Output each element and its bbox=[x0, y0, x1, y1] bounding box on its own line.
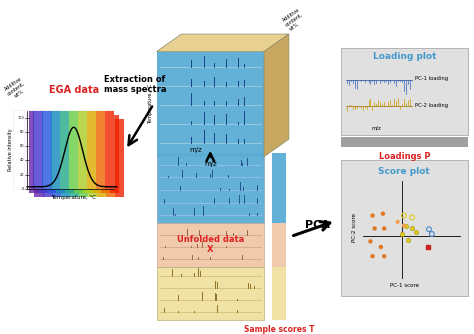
Bar bbox=[47, 115, 56, 193]
Bar bbox=[88, 119, 97, 196]
Point bbox=[381, 254, 388, 259]
Point bbox=[413, 229, 420, 235]
Bar bbox=[61, 119, 71, 196]
Bar bbox=[156, 223, 264, 267]
Bar bbox=[83, 115, 92, 193]
Text: Temperature, °C: Temperature, °C bbox=[147, 84, 153, 124]
Bar bbox=[106, 119, 115, 196]
Text: 0: 0 bbox=[22, 187, 24, 191]
Bar bbox=[38, 115, 47, 193]
Point bbox=[369, 213, 376, 218]
Point bbox=[381, 226, 388, 231]
Text: 20: 20 bbox=[19, 173, 24, 177]
Bar bbox=[341, 137, 468, 147]
Bar bbox=[78, 111, 87, 189]
Bar bbox=[96, 111, 105, 189]
Text: PC-1 loading: PC-1 loading bbox=[415, 76, 448, 81]
Text: Additive
content,
wt%: Additive content, wt% bbox=[3, 76, 29, 101]
Point bbox=[400, 223, 408, 228]
Bar bbox=[115, 119, 124, 196]
Point bbox=[369, 254, 376, 259]
Point bbox=[400, 213, 408, 218]
Point bbox=[409, 225, 416, 230]
Text: Extraction of
mass spectra: Extraction of mass spectra bbox=[104, 75, 166, 95]
Point bbox=[402, 223, 410, 228]
Bar bbox=[105, 111, 114, 189]
Bar bbox=[101, 115, 110, 193]
Bar bbox=[272, 153, 286, 223]
Polygon shape bbox=[156, 34, 289, 51]
Bar bbox=[272, 267, 286, 320]
Text: m/z: m/z bbox=[372, 125, 382, 130]
Text: Sample scores T: Sample scores T bbox=[244, 325, 314, 334]
Text: PCA: PCA bbox=[305, 220, 330, 230]
Text: PC-2 loading: PC-2 loading bbox=[415, 103, 448, 108]
Bar bbox=[24, 111, 34, 189]
Bar bbox=[156, 153, 264, 223]
Bar bbox=[272, 223, 286, 267]
Bar bbox=[79, 119, 88, 196]
Point bbox=[398, 231, 406, 237]
Text: 40: 40 bbox=[19, 158, 24, 162]
Text: Temperature, °C: Temperature, °C bbox=[51, 195, 96, 200]
Text: m/z: m/z bbox=[189, 147, 202, 153]
Polygon shape bbox=[264, 34, 289, 157]
Text: 80: 80 bbox=[19, 130, 24, 134]
Text: PC-2 score: PC-2 score bbox=[352, 213, 357, 242]
Point bbox=[425, 226, 433, 232]
Point bbox=[424, 244, 431, 249]
Bar bbox=[34, 119, 44, 196]
Point bbox=[371, 226, 378, 231]
Point bbox=[409, 215, 416, 220]
Text: 60: 60 bbox=[19, 144, 24, 148]
Text: 100: 100 bbox=[18, 116, 24, 120]
Bar bbox=[341, 160, 468, 296]
Bar bbox=[52, 119, 62, 196]
Bar bbox=[14, 111, 29, 189]
Bar bbox=[14, 111, 114, 189]
Bar bbox=[65, 115, 74, 193]
Bar bbox=[74, 115, 83, 193]
Point bbox=[379, 211, 387, 216]
Bar bbox=[92, 115, 101, 193]
Bar bbox=[43, 119, 53, 196]
Bar bbox=[97, 119, 106, 196]
Text: Relative intensity: Relative intensity bbox=[8, 129, 13, 171]
Bar bbox=[87, 111, 96, 189]
Bar bbox=[29, 115, 38, 193]
Point bbox=[404, 237, 412, 242]
Bar bbox=[42, 111, 52, 189]
Bar bbox=[110, 115, 119, 193]
Point bbox=[428, 231, 436, 237]
Point bbox=[367, 239, 374, 244]
Bar bbox=[56, 115, 65, 193]
Text: Loading plot: Loading plot bbox=[373, 52, 436, 61]
Text: Loadings P: Loadings P bbox=[379, 152, 430, 161]
Bar bbox=[156, 51, 264, 157]
Text: Score plot: Score plot bbox=[378, 167, 430, 176]
Text: Unfolded data
X: Unfolded data X bbox=[177, 235, 244, 255]
Text: m/z: m/z bbox=[204, 161, 217, 167]
Bar bbox=[33, 111, 43, 189]
Bar bbox=[156, 267, 264, 320]
Text: Additive
content,
wt%: Additive content, wt% bbox=[282, 7, 308, 32]
Point bbox=[377, 244, 385, 249]
Bar bbox=[60, 111, 69, 189]
Bar bbox=[70, 119, 79, 196]
Bar bbox=[51, 111, 61, 189]
Bar bbox=[341, 48, 468, 135]
Point bbox=[394, 219, 401, 224]
Text: EGA data: EGA data bbox=[49, 85, 99, 95]
Text: PC-1 score: PC-1 score bbox=[390, 283, 419, 288]
Bar bbox=[69, 111, 78, 189]
